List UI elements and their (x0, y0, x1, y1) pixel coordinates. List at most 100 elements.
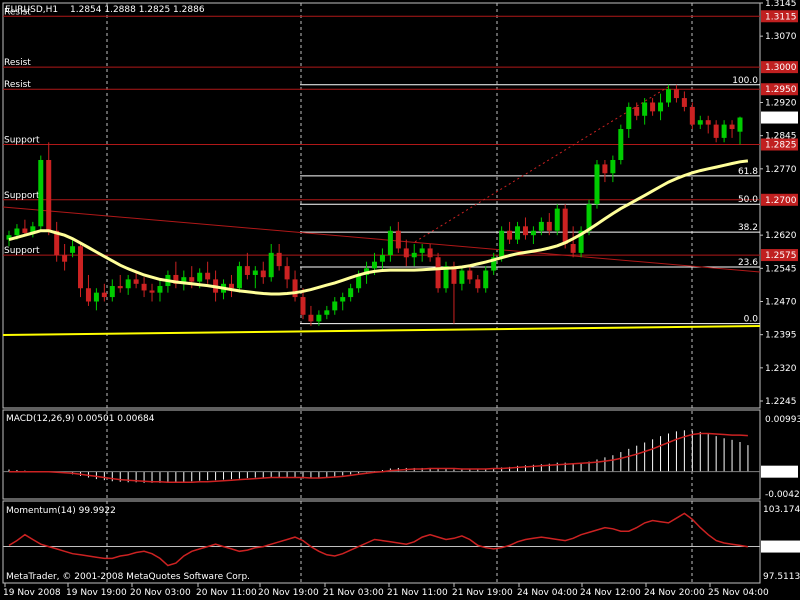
candle-body (618, 129, 624, 160)
candle-body (244, 266, 250, 275)
level-price-tag-label: 1.3115 (765, 12, 797, 22)
level-label: Resist (4, 58, 31, 68)
candle-body (316, 314, 322, 322)
price-tick-label: 1.2395 (765, 331, 797, 341)
candle-body (14, 228, 20, 236)
macd-panel-frame (2, 409, 761, 500)
level-price-tag-label: 1.2575 (765, 251, 797, 261)
level-price-tag-label: 1.3000 (765, 63, 797, 73)
candle-body (713, 124, 719, 138)
candle-body (181, 277, 187, 284)
candle-body (109, 286, 115, 298)
candle-body (379, 255, 385, 262)
candle-body (268, 252, 274, 278)
candle-body (626, 106, 632, 130)
chart-header-symbol: EURUSD,H1 (5, 5, 58, 15)
macd-title: MACD(12,26,9) 0.00501 0.00684 (6, 414, 155, 424)
candle-body (475, 279, 481, 289)
level-price-tag (761, 193, 798, 206)
momentum-tick-label: 103.1745 (763, 505, 800, 515)
candle-body (93, 292, 99, 302)
candle-body (324, 310, 330, 315)
candle-body (673, 89, 679, 99)
moving-average-line (8, 159, 749, 296)
candle-body (252, 270, 258, 275)
current-price-tag (761, 111, 798, 124)
candlesticks (6, 84, 743, 326)
candle-body (665, 89, 671, 103)
current-price-tag-label: 1.2886 (765, 114, 797, 124)
candle-body (308, 314, 314, 322)
candle-body (387, 230, 393, 256)
level-price-tag-label: 1.2825 (765, 141, 797, 151)
fib-level-label: 23.6 (738, 258, 758, 268)
macd-zero-tag (761, 465, 798, 478)
candle-body (443, 266, 449, 289)
candle-body (570, 244, 576, 253)
candle-body (157, 286, 163, 293)
candle-body (578, 230, 584, 253)
time-tick-label: 24 Nov 04:00 (517, 588, 578, 598)
candle-body (634, 106, 640, 116)
candle-body (467, 270, 473, 280)
price-tick-label: 1.2770 (765, 165, 797, 175)
candle-body (205, 272, 211, 280)
candle-body (62, 255, 68, 262)
candle-body (395, 230, 401, 249)
candle-body (411, 252, 417, 258)
candle-body (642, 102, 648, 116)
macd-indicator (3, 430, 760, 484)
candle-body (276, 252, 282, 267)
candle-body (101, 292, 107, 298)
price-tick-label: 1.2245 (765, 397, 797, 407)
price-tick-label: 1.2620 (765, 231, 797, 241)
time-tick-label: 19 Nov 19:00 (66, 588, 127, 598)
time-tick-label: 24 Nov 12:00 (580, 588, 641, 598)
moving-average (8, 159, 749, 296)
candle-body (594, 164, 600, 205)
time-tick-label: 21 Nov 03:00 (323, 588, 384, 598)
momentum-line (8, 512, 749, 567)
candle-body (125, 279, 131, 289)
candle-body (554, 208, 560, 231)
momentum-reference-tag (761, 540, 800, 553)
candle-body (681, 98, 687, 107)
price-tick-label: 1.3070 (765, 32, 797, 42)
fib-level-label: 61.8 (738, 167, 758, 177)
level-price-tag (761, 249, 798, 262)
candle-body (729, 124, 735, 130)
candle-body (54, 230, 60, 256)
candle-body (6, 235, 12, 240)
candle-body (530, 230, 536, 236)
time-tick-label: 19 Nov 2008 (3, 588, 61, 598)
time-axis: 19 Nov 2008 19 Nov 19:00 20 Nov 03:00 20 No… (3, 583, 769, 598)
time-tick-label: 21 Nov 11:00 (387, 588, 448, 598)
price-tick-label: 1.3145 (765, 0, 797, 9)
level-price-tag (761, 83, 798, 96)
candle-body (85, 288, 91, 302)
candle-body (538, 221, 544, 231)
time-tick-label: 20 Nov 03:00 (130, 588, 191, 598)
candle-body (491, 257, 497, 271)
candle-body (507, 230, 513, 240)
chart-header-ohlc: 1.2854 1.2888 1.2825 1.2886 (70, 5, 205, 15)
candle-body (173, 274, 179, 284)
candle-body (141, 283, 147, 291)
candle-body (515, 226, 521, 240)
candle-body (586, 204, 592, 231)
candle-body (197, 272, 203, 282)
descending-trendline (2, 206, 761, 273)
candle-body (435, 257, 441, 289)
candle-body (427, 248, 433, 258)
momentum-tick-label: 97.5113 (763, 572, 800, 582)
candle-body (689, 106, 695, 125)
price-panel-frame (2, 2, 761, 409)
candle-body (260, 270, 266, 278)
macd-tick-label: 0.0000 (765, 468, 797, 478)
momentum-title: Momentum(14) 99.9922 (6, 506, 116, 516)
candle-body (78, 246, 84, 289)
candle-body (228, 283, 234, 289)
macd-tick-label: 0.00993 (765, 415, 800, 425)
price-tick-label: 1.2320 (765, 364, 797, 374)
